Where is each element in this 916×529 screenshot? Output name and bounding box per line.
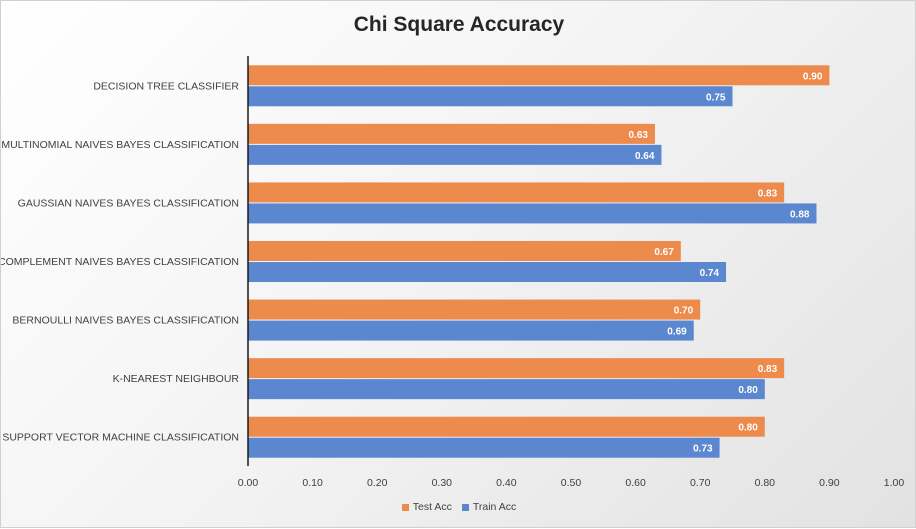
data-label-test: 0.80 [738, 423, 758, 434]
legend: Test Acc Train Acc [1, 501, 916, 513]
data-label-train: 0.73 [693, 444, 713, 455]
x-tick-label: 0.70 [690, 477, 711, 489]
data-label-train: 0.69 [667, 327, 687, 338]
x-tick-label: 0.50 [561, 477, 582, 489]
x-tick-label: 0.00 [238, 477, 259, 489]
bar-test [248, 416, 765, 437]
data-label-train: 0.88 [790, 209, 810, 220]
data-label-test: 0.83 [758, 364, 778, 375]
legend-item-train: Train Acc [461, 501, 517, 513]
category-label: K-NEAREST NEIGHBOUR [113, 373, 240, 385]
category-label: COMPLEMENT NAIVES BAYES CLASSIFICATION [1, 256, 239, 268]
data-label-train: 0.74 [700, 268, 720, 279]
data-label-train: 0.64 [635, 151, 655, 162]
bar-test [248, 299, 701, 320]
chart-title: Chi Square Accuracy [353, 13, 565, 36]
bar-train [248, 320, 694, 341]
category-label: GAUSSIAN NAIVES BAYES CLASSIFICATION [18, 197, 239, 209]
category-label: DECISION TREE CLASSIFIER [93, 80, 239, 92]
bar-train [248, 203, 817, 224]
legend-swatch-train [461, 503, 469, 511]
bar-test [248, 182, 785, 203]
legend-item-test: Test Acc [401, 501, 452, 513]
legend-label-test: Test Acc [412, 501, 452, 513]
data-label-test: 0.63 [629, 130, 649, 141]
x-tick-label: 0.60 [625, 477, 646, 489]
data-label-test: 0.83 [758, 188, 778, 199]
legend-swatch-test [401, 503, 409, 511]
bar-test [248, 123, 655, 144]
data-label-train: 0.80 [738, 385, 758, 396]
bar-train [248, 262, 727, 282]
legend-label-train: Train Acc [472, 501, 517, 513]
x-tick-label: 0.30 [432, 477, 453, 489]
data-label-test: 0.67 [654, 247, 674, 258]
x-tick-label: 0.90 [819, 477, 840, 489]
bar-train [248, 379, 765, 400]
bar-test [248, 241, 681, 261]
x-tick-label: 0.20 [367, 477, 388, 489]
x-tick-label: 1.00 [884, 477, 905, 489]
bar-train [248, 86, 733, 107]
category-label: MULTINOMIAL NAIVES BAYES CLASSIFICATION [1, 139, 239, 151]
bar-test [248, 358, 785, 379]
bar-train [248, 437, 720, 458]
bar-train [248, 144, 662, 165]
category-label: SUPPORT VECTOR MACHINE CLASSIFICATION [2, 432, 239, 444]
x-tick-label: 0.10 [302, 477, 323, 489]
x-tick-label: 0.80 [755, 477, 776, 489]
x-tick-label: 0.40 [496, 477, 517, 489]
data-label-test: 0.90 [803, 71, 823, 82]
data-label-test: 0.70 [674, 306, 694, 317]
bar-test [248, 65, 830, 86]
category-label: BERNOULLI NAIVES BAYES CLASSIFICATION [12, 315, 239, 327]
data-label-train: 0.75 [706, 92, 726, 103]
